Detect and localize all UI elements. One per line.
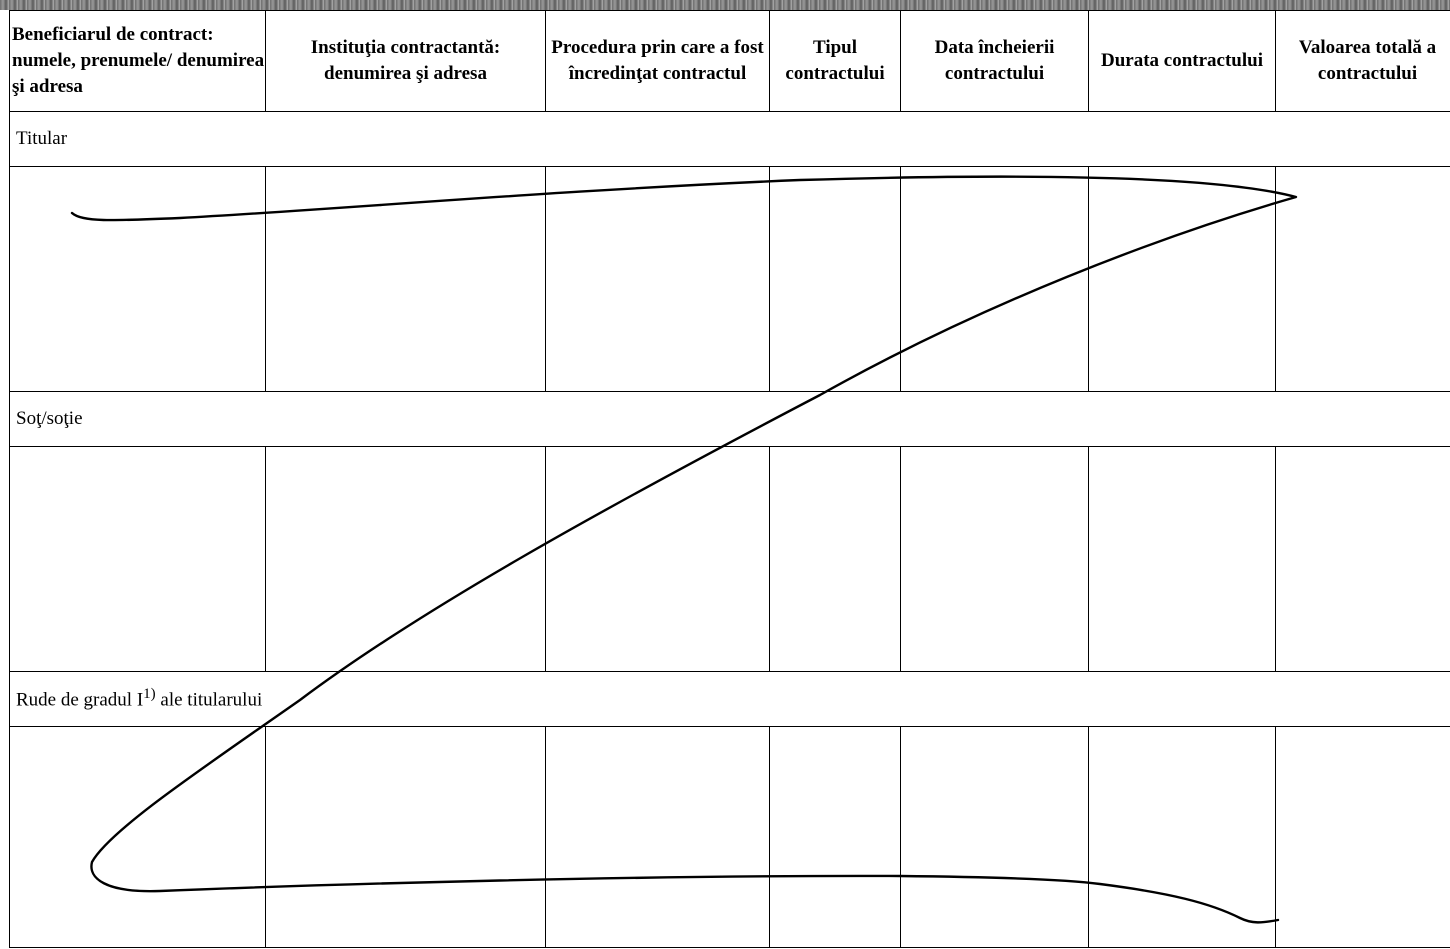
blank-row-relatives bbox=[9, 726, 1450, 948]
table-cell bbox=[265, 446, 546, 672]
header-contract-type: Tipul contractului bbox=[769, 10, 901, 112]
blank-row-titular bbox=[9, 166, 1450, 392]
table-cell bbox=[265, 726, 546, 948]
table-cell bbox=[545, 446, 770, 672]
table-cell bbox=[769, 446, 901, 672]
header-contract-value: Valoarea totală a contractului bbox=[1275, 10, 1450, 112]
table-cell bbox=[1088, 726, 1276, 948]
table-cell bbox=[9, 446, 266, 672]
table-cell bbox=[1275, 726, 1450, 948]
header-contract-date: Data încheierii contractului bbox=[900, 10, 1089, 112]
table-cell bbox=[900, 166, 1089, 392]
table-cell bbox=[1088, 446, 1276, 672]
table-cell bbox=[1088, 166, 1276, 392]
relatives-label-text: Rude de gradul I bbox=[16, 689, 144, 711]
table-cell bbox=[545, 166, 770, 392]
table-cell bbox=[769, 166, 901, 392]
table-cell bbox=[265, 166, 546, 392]
section-row-titular: Titular bbox=[9, 111, 1450, 167]
table-cell bbox=[1275, 446, 1450, 672]
section-row-spouse: Soţ/soţie bbox=[9, 391, 1450, 447]
header-institution: Instituţia contractantă: denumirea şi ad… bbox=[265, 10, 546, 112]
table-cell bbox=[9, 166, 266, 392]
table-cell bbox=[1275, 166, 1450, 392]
table-cell bbox=[545, 726, 770, 948]
relatives-label-suffix: ale titularului bbox=[155, 689, 263, 711]
header-row: Beneficiarul de contract: numele, prenum… bbox=[9, 10, 1450, 112]
blank-row-spouse bbox=[9, 446, 1450, 672]
header-beneficiary: Beneficiarul de contract: numele, prenum… bbox=[9, 10, 266, 112]
scan-top-border bbox=[0, 0, 1450, 10]
header-contract-duration: Durata contractului bbox=[1088, 10, 1276, 112]
table-cell bbox=[900, 726, 1089, 948]
section-row-relatives: Rude de gradul I1) ale titularului bbox=[9, 671, 1450, 727]
contracts-table: Beneficiarul de contract: numele, prenum… bbox=[9, 10, 1450, 948]
table-cell bbox=[9, 726, 266, 948]
table-cell bbox=[769, 726, 901, 948]
section-label-relatives: Rude de gradul I1) ale titularului bbox=[9, 671, 1450, 727]
table-cell bbox=[900, 446, 1089, 672]
section-label-spouse: Soţ/soţie bbox=[9, 391, 1450, 447]
header-procedure: Procedura prin care a fost încredinţat c… bbox=[545, 10, 770, 112]
footnote-marker: 1) bbox=[143, 686, 156, 703]
section-label-titular: Titular bbox=[9, 111, 1450, 167]
